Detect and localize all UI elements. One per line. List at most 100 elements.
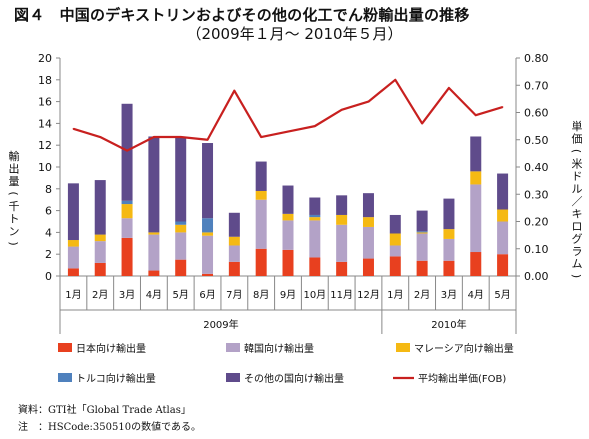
bar-segment	[121, 103, 133, 201]
bar-segment	[309, 257, 321, 276]
y-tick-label: 20	[38, 52, 52, 65]
y2-tick-label: 0.60	[524, 107, 549, 120]
bar-segment	[255, 161, 267, 191]
bar-segment	[443, 238, 455, 261]
legend-label: 日本向け輸出量	[76, 342, 146, 355]
bar-segment	[148, 234, 160, 271]
bar-segment	[94, 241, 106, 263]
bar-segment	[443, 229, 455, 239]
bar-segment	[416, 233, 428, 261]
y2-tick-label: 0.30	[524, 188, 549, 201]
bars	[67, 103, 509, 276]
price-point	[474, 114, 477, 117]
y2-tick-label: 0.50	[524, 134, 549, 147]
x-tick-label: 2月	[92, 289, 108, 301]
bar-segment	[175, 224, 187, 233]
year-group-label: 2010年	[431, 318, 466, 331]
y2-tick-label: 0.00	[524, 270, 549, 283]
bar-segment	[94, 262, 106, 276]
y2-axis-title-char: ド	[572, 170, 583, 183]
bar-segment	[282, 213, 294, 221]
price-point	[206, 138, 209, 141]
x-tick-label: 10月	[303, 289, 326, 301]
y-axis-title-char: 量	[9, 175, 20, 188]
y-tick-label: 8	[45, 183, 52, 196]
y2-axis-title-char: 単	[572, 119, 583, 133]
y-tick-label: 10	[38, 161, 52, 174]
x-tick-label: 12月	[357, 289, 380, 301]
legend-swatch	[226, 343, 240, 352]
bar-segment	[202, 232, 214, 236]
bar-segment	[175, 137, 187, 222]
y2-axis-title-char: )	[570, 274, 583, 278]
bar-segment	[202, 273, 214, 276]
x-tick-label: 5月	[494, 289, 510, 301]
y-axis-title-char: ン	[9, 225, 20, 238]
bar-segment	[228, 245, 240, 262]
bar-segment	[175, 221, 187, 225]
y2-tick-label: 0.80	[524, 52, 549, 65]
x-tick-label: 1月	[387, 289, 403, 301]
bar-segment	[470, 136, 482, 172]
source-note: 資料：GTI社「Global Trade Atlas」	[18, 405, 191, 416]
bar-segment	[362, 217, 374, 227]
bar-segment	[336, 195, 348, 215]
x-tick-label: 8月	[253, 289, 269, 301]
bar-segment	[175, 232, 187, 260]
bar-segment	[336, 224, 348, 262]
legend-label: 韓国向け輸出量	[244, 342, 314, 355]
bar-segment	[362, 258, 374, 276]
legend-label: その他の国向け輸出量	[244, 372, 344, 385]
y2-tick-label: 0.40	[524, 161, 549, 174]
x-tick-label: 5月	[173, 289, 189, 301]
bar-segment	[121, 237, 133, 276]
y-tick-label: 16	[38, 96, 52, 109]
bar-segment	[202, 218, 214, 233]
y2-axis-title-char: ロ	[572, 220, 583, 233]
price-point	[394, 79, 397, 81]
bar-segment	[389, 214, 401, 234]
bar-segment	[389, 245, 401, 257]
x-tick-label: 11月	[330, 289, 353, 301]
price-line	[72, 78, 504, 152]
price-point	[72, 128, 75, 130]
price-point	[448, 87, 450, 89]
y-tick-label: 12	[38, 139, 52, 152]
price-point	[153, 136, 155, 138]
bar-segment	[67, 246, 79, 269]
x-tick-label: 9月	[280, 289, 296, 301]
x-tick-label: 3月	[119, 289, 135, 301]
y-tick-label: 14	[38, 117, 52, 130]
price-point	[421, 122, 423, 125]
price-point	[179, 136, 182, 138]
bar-segment	[148, 232, 160, 235]
bar-segment	[497, 254, 509, 276]
bar-segment	[282, 220, 294, 250]
y2-tick-label: 0.70	[524, 79, 549, 92]
y2-axis-title-char: ム	[572, 258, 583, 271]
bar-segment	[67, 268, 79, 276]
bar-segment	[121, 204, 133, 219]
bar-segment	[470, 171, 482, 185]
bar-segment	[121, 200, 133, 205]
chart-title: 図４ 中国のデキストリンおよびその他の化工でん粉輸出量の推移	[14, 6, 470, 24]
y2-tick-label: 0.10	[524, 243, 549, 256]
price-point	[233, 89, 236, 92]
y-axis-title-char: (	[7, 191, 20, 195]
price-point	[126, 149, 128, 152]
y2-axis-title-char: ラ	[572, 245, 583, 258]
y2-axis-title-char: キ	[572, 208, 583, 221]
y-tick-label: 6	[45, 205, 52, 218]
price-point	[367, 100, 370, 103]
bar-segment	[282, 249, 294, 276]
bar-segment	[443, 198, 455, 230]
bar-segment	[416, 231, 428, 233]
y-axis-title-char: )	[7, 241, 20, 245]
price-point	[501, 106, 504, 108]
y2-axis-title-char: (	[570, 149, 583, 153]
x-tick-label: 4月	[146, 289, 162, 301]
bar-segment	[121, 218, 133, 238]
bar-segment	[416, 232, 428, 234]
